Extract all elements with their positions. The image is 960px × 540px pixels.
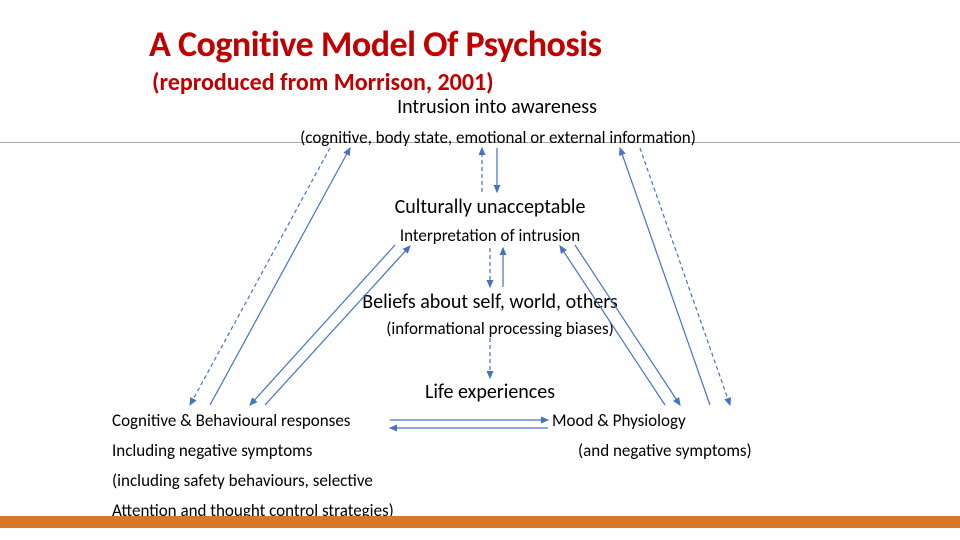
slide: A Cognitive Model Of Psychosis (reproduc… <box>0 0 960 540</box>
node-intrusion-main: Intrusion into awareness <box>367 95 627 119</box>
node-mood-line1: Mood & Physiology <box>552 410 852 431</box>
footer-accent-bar <box>0 516 960 528</box>
slide-subtitle: (reproduced from Morrison, 2001) <box>152 68 494 97</box>
slide-title: A Cognitive Model Of Psychosis <box>149 22 601 66</box>
arrow-intrusion-to-cog_beh <box>190 148 330 405</box>
arrow-intrusion-to-mood <box>640 148 730 405</box>
node-life-experiences: Life experiences <box>400 380 580 404</box>
node-cog-beh-line1: Cognitive & Behavioural responses <box>112 410 412 431</box>
node-beliefs-main: Beliefs about self, world, others <box>340 290 640 314</box>
node-interpretation-main: Culturally unacceptable <box>370 195 610 219</box>
arrow-mood-to-intrusion <box>620 148 710 405</box>
node-cog-beh-line3: (including safety behaviours, selective <box>112 470 432 491</box>
arrow-cog_beh-to-intrusion <box>210 148 350 405</box>
node-cog-beh-line2: Including negative symptoms <box>112 440 412 461</box>
node-interpretation-sub: Interpretation of intrusion <box>380 225 600 246</box>
node-beliefs-sub: (informational processing biases) <box>370 318 630 339</box>
node-mood-line2: (and negative symptoms) <box>578 440 878 461</box>
node-intrusion-sub: (cognitive, body state, emotional or ext… <box>248 127 748 148</box>
